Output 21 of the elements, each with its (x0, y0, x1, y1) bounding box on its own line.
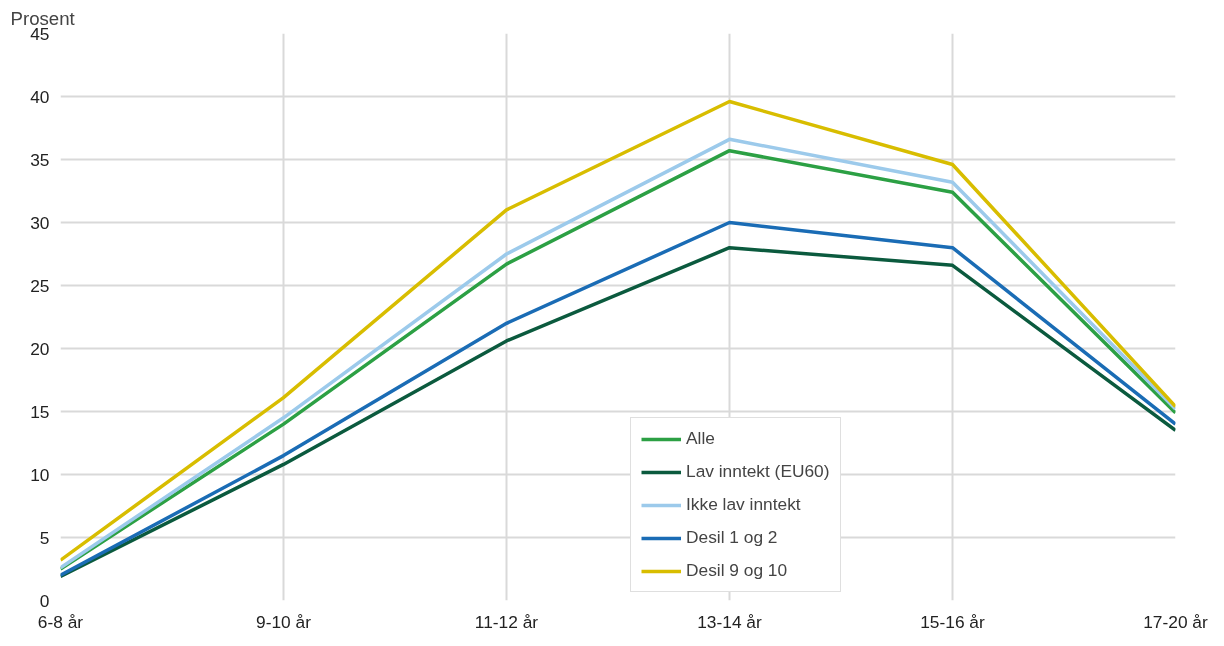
x-tick-label: 17-20 år (1143, 611, 1208, 632)
y-tick-label: 35 (30, 149, 50, 170)
y-tick-label: 20 (30, 338, 50, 359)
x-tick-label: 9-10 år (256, 611, 312, 632)
x-tick-label: 11-12 år (474, 611, 539, 632)
x-tick-label: 13-14 år (697, 611, 762, 632)
legend-label: Desil 9 og 10 (686, 560, 788, 581)
x-tick-label: 15-16 år (920, 611, 985, 632)
y-tick-label: 40 (30, 86, 50, 107)
x-tick-label: 6-8 år (37, 611, 84, 632)
y-tick-label: 15 (30, 401, 50, 422)
y-tick-label: 25 (30, 275, 50, 296)
y-tick-label: 30 (30, 212, 50, 233)
y-tick-label: 0 (39, 590, 50, 611)
legend-label: Desil 1 og 2 (686, 527, 778, 548)
y-axis-title: Prosent (10, 7, 76, 29)
y-tick-label: 5 (39, 527, 50, 548)
legend-label: Alle (686, 428, 715, 449)
legend-label: Lav inntekt (EU60) (686, 461, 830, 482)
legend-label: Ikke lav inntekt (686, 494, 801, 515)
y-tick-label: 10 (30, 464, 50, 485)
